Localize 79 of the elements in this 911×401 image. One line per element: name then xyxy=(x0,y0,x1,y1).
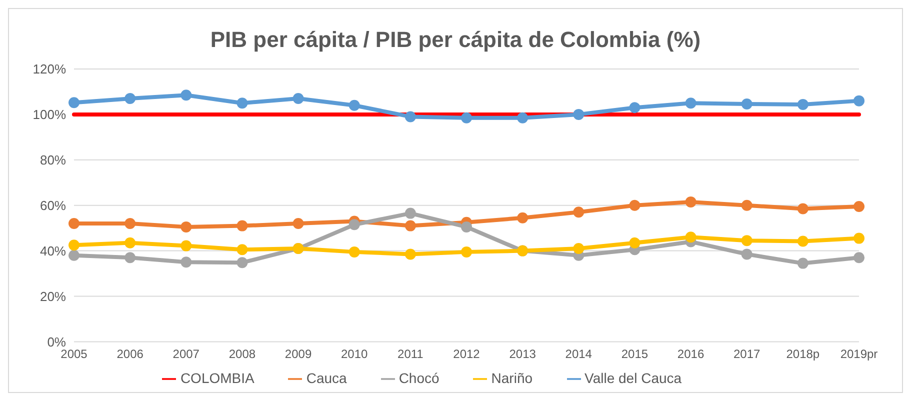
y-tick-label: 0% xyxy=(47,334,66,350)
point xyxy=(236,257,248,268)
x-tick-label: 2014 xyxy=(565,347,592,362)
point xyxy=(348,246,360,258)
point xyxy=(629,200,640,211)
x-tick-label: 2005 xyxy=(60,347,88,362)
legend-label: COLOMBIA xyxy=(180,370,254,386)
point xyxy=(685,232,696,243)
legend-label: Cauca xyxy=(306,370,347,386)
point xyxy=(348,100,360,111)
legend-label: Valle del Cauca xyxy=(584,370,682,386)
point xyxy=(180,240,192,252)
point xyxy=(741,248,752,260)
point xyxy=(573,206,584,218)
point xyxy=(517,112,528,124)
point xyxy=(573,108,584,120)
point xyxy=(461,246,472,258)
point xyxy=(685,196,696,208)
point xyxy=(236,220,248,232)
point xyxy=(461,112,472,124)
x-tick-label: 2012 xyxy=(453,347,480,362)
point xyxy=(797,236,808,247)
x-tick-label: 2010 xyxy=(341,347,368,362)
y-tick-label: 100% xyxy=(32,107,66,122)
x-tick-label: 2009 xyxy=(284,347,312,362)
y-tick-label: 20% xyxy=(40,288,66,304)
x-tick-label: 2017 xyxy=(734,347,761,362)
point xyxy=(741,200,752,211)
point xyxy=(68,240,80,251)
point xyxy=(685,98,696,109)
point xyxy=(741,235,752,246)
x-tick-label: 2019pr xyxy=(840,347,878,362)
point xyxy=(404,248,416,260)
point xyxy=(348,219,360,230)
point xyxy=(404,220,416,232)
x-tick-label: 2007 xyxy=(172,347,200,362)
x-tick-label: 2011 xyxy=(398,347,424,362)
point xyxy=(236,244,248,256)
point xyxy=(461,221,472,232)
point xyxy=(68,97,80,108)
y-tick-label: 80% xyxy=(40,152,66,168)
x-tick-label: 2015 xyxy=(621,347,648,362)
point xyxy=(741,98,752,110)
x-tick-label: 2006 xyxy=(116,347,144,362)
point xyxy=(404,111,416,122)
point xyxy=(180,90,192,101)
x-tick-label: 2013 xyxy=(509,347,536,362)
point xyxy=(797,98,808,110)
point xyxy=(797,258,808,269)
point xyxy=(68,250,80,261)
legend-label: Nariño xyxy=(491,370,533,386)
point xyxy=(68,218,80,230)
point xyxy=(797,203,808,214)
point xyxy=(854,200,864,212)
point xyxy=(124,93,136,104)
point xyxy=(854,252,864,264)
y-tick-label: 60% xyxy=(40,198,66,213)
x-tick-label: 2016 xyxy=(677,347,704,362)
point xyxy=(124,252,136,264)
legend-label: Chocó xyxy=(398,370,440,386)
y-tick-label: 120% xyxy=(32,62,66,77)
chart-title: PIB per cápita / PIB per cápita de Colombia (%) xyxy=(209,26,702,52)
point xyxy=(124,237,136,248)
point xyxy=(180,256,192,268)
x-tick-label: 2018p xyxy=(786,347,820,362)
point xyxy=(573,243,584,254)
point xyxy=(292,93,304,104)
point xyxy=(236,98,248,109)
point xyxy=(629,237,640,248)
point xyxy=(517,212,528,224)
point xyxy=(404,208,416,219)
point xyxy=(854,232,864,244)
point xyxy=(124,218,136,230)
point xyxy=(629,102,640,114)
point xyxy=(854,95,864,106)
x-tick-label: 2008 xyxy=(228,347,256,362)
y-tick-label: 40% xyxy=(40,243,66,258)
point xyxy=(180,221,192,232)
point xyxy=(292,218,304,230)
